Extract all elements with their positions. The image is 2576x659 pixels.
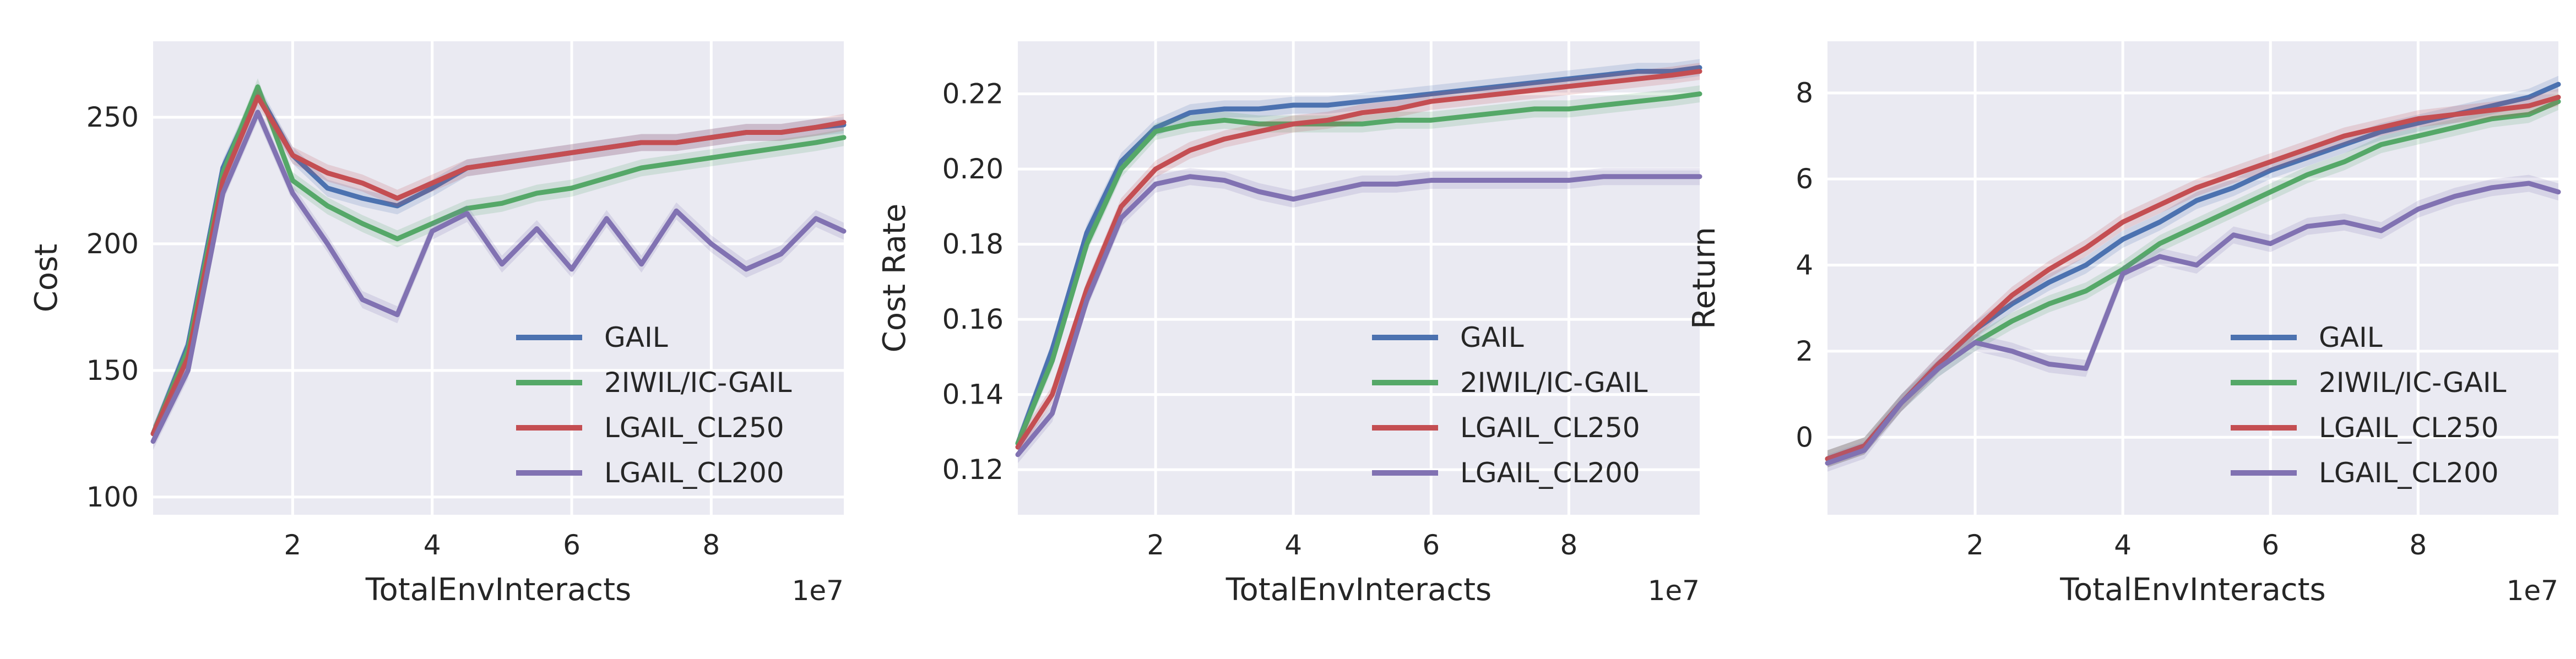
x-tick-label: 6 (563, 529, 581, 561)
legend-label: 2IWIL/IC-GAIL (1460, 367, 1648, 399)
series-line-lgail-cl200 (1825, 181, 2561, 466)
x-tick-label: 4 (424, 529, 441, 561)
y-tick-label: 200 (86, 228, 139, 260)
legend-label: LGAIL_CL200 (1460, 457, 1640, 489)
series-line-lgail-cl250 (1825, 95, 2561, 461)
y-axis-label: Cost (29, 244, 64, 313)
legend-label: 2IWIL/IC-GAIL (604, 367, 792, 399)
y-tick-label: 0.22 (942, 78, 1004, 110)
legend-label: LGAIL_CL200 (2319, 457, 2499, 489)
legend-label: LGAIL_CL250 (604, 412, 784, 444)
y-tick-label: 4 (1796, 249, 1813, 281)
legend-label: GAIL (604, 322, 668, 353)
x-scale-label: 1e7 (792, 575, 844, 607)
plot-area (1018, 41, 1700, 515)
series-band-lgail-cl250 (153, 88, 844, 443)
series-line-2iwil-ic-gail (1015, 91, 1702, 446)
y-tick-label: 0.12 (942, 454, 1004, 486)
x-tick-label: 4 (1284, 529, 1302, 561)
legend: GAIL 2IWIL/IC-GAIL LGAIL_CL250 LGAIL_CL200 (2231, 322, 2507, 489)
chart-panel-2: 2 4 6 8 0.12 0.14 0.16 0.18 0.20 0.22 TotalEnvInte… (877, 41, 1702, 608)
y-tick-label: 0 (1796, 421, 1813, 453)
chart-panel-3: 2 4 6 8 0 2 4 6 8 TotalEnvInteracts Return 1e7 GAIL 2… (1686, 41, 2561, 608)
chart-panel-1: 2 4 6 8 100 150 200 250 TotalEnvInteracts Cost 1e7… (29, 41, 847, 608)
legend: GAIL 2IWIL/IC-GAIL LGAIL_CL250 LGAIL_CL200 (516, 322, 792, 489)
legend-label: 2IWIL/IC-GAIL (2319, 367, 2507, 399)
y-tick-label: 0.18 (942, 228, 1004, 260)
y-tick-label: 6 (1796, 163, 1813, 195)
legend: GAIL 2IWIL/IC-GAIL LGAIL_CL250 LGAIL_CL200 (1372, 322, 1648, 489)
y-axis-label: Return (1686, 227, 1722, 329)
y-tick-label: 100 (86, 481, 139, 513)
y-tick-label: 0.20 (942, 153, 1004, 185)
x-tick-label: 6 (2262, 529, 2279, 561)
y-tick-label: 250 (86, 101, 139, 133)
series-line-lgail-cl200 (150, 110, 847, 444)
x-tick-label: 8 (1560, 529, 1577, 561)
series-band-gail (1827, 75, 2558, 467)
series-line-gail (1015, 65, 1702, 446)
y-tick-label: 8 (1796, 77, 1813, 109)
y-tick-label: 2 (1796, 335, 1813, 367)
legend-label: LGAIL_CL200 (604, 457, 784, 489)
x-tick-label: 2 (1147, 529, 1164, 561)
series-line-lgail-cl250 (150, 94, 847, 437)
y-tick-label: 0.14 (942, 379, 1004, 411)
y-axis-label: Cost Rate (877, 204, 913, 353)
x-tick-label: 8 (702, 529, 720, 561)
series-band-gail (153, 83, 844, 443)
x-tick-label: 2 (284, 529, 301, 561)
x-tick-label: 6 (1422, 529, 1440, 561)
x-tick-label: 2 (1966, 529, 1984, 561)
x-tick-label: 4 (2114, 529, 2132, 561)
x-axis-label: TotalEnvInteracts (365, 572, 631, 608)
series-line-lgail-cl250 (1015, 69, 1702, 450)
x-axis-label: TotalEnvInteracts (1225, 572, 1492, 608)
legend-label: GAIL (1460, 322, 1524, 353)
legend-label: GAIL (2319, 322, 2383, 353)
x-scale-label: 1e7 (1648, 575, 1700, 607)
legend-label: LGAIL_CL250 (2319, 412, 2499, 444)
x-axis-label: TotalEnvInteracts (2059, 572, 2325, 608)
x-tick-label: 8 (2409, 529, 2427, 561)
y-tick-label: 0.16 (942, 303, 1004, 335)
series-band-2iwil-ic-gail (153, 78, 844, 443)
series-line-lgail-cl200 (1015, 174, 1702, 458)
legend-label: LGAIL_CL250 (1460, 412, 1640, 444)
y-tick-label: 150 (86, 355, 139, 386)
x-scale-label: 1e7 (2507, 575, 2558, 607)
